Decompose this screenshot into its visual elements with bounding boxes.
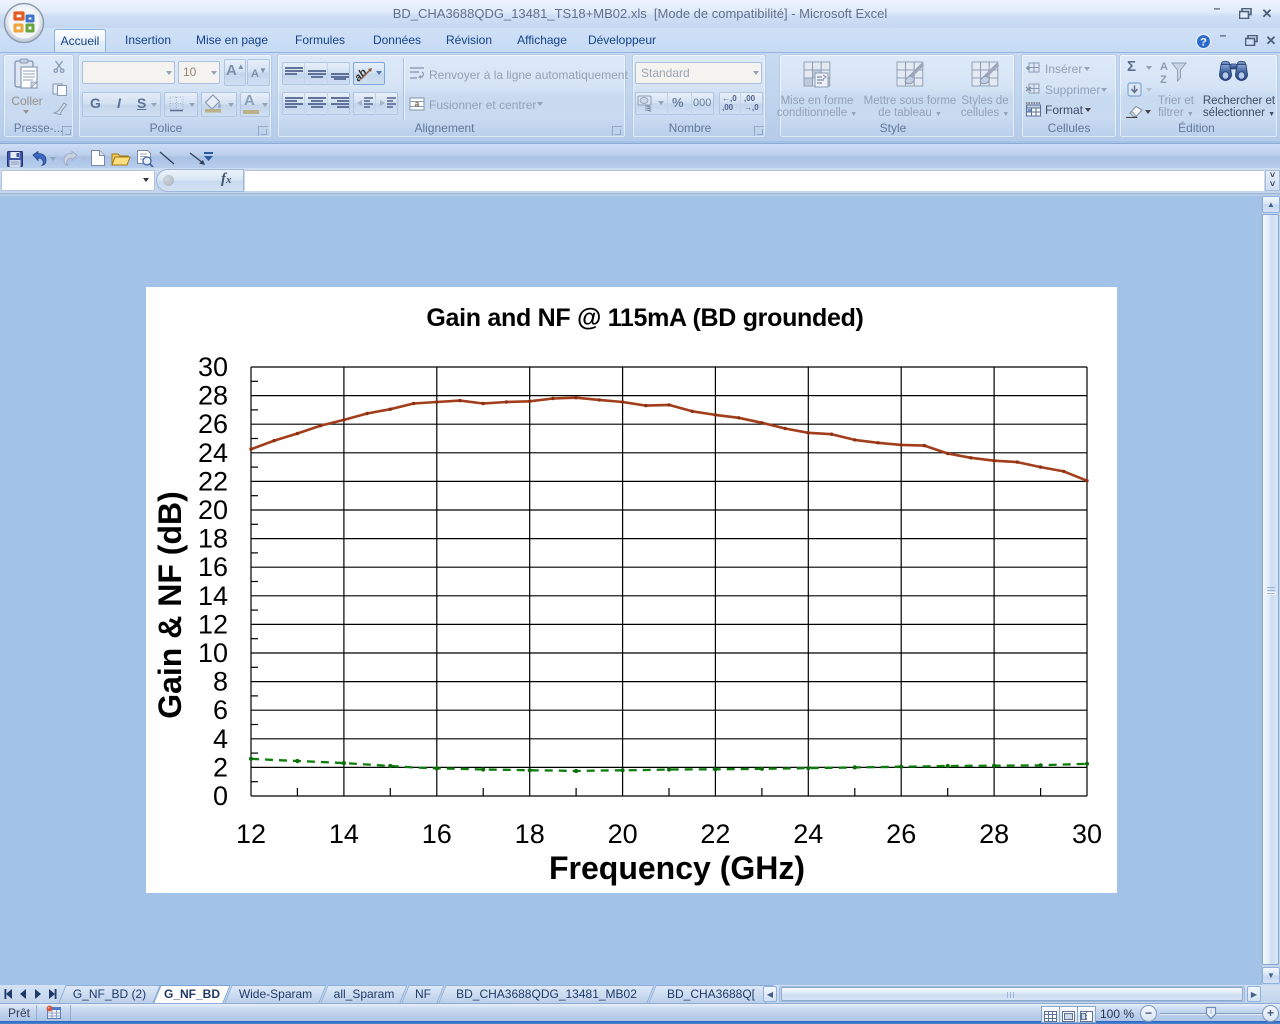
svg-text:28: 28 (979, 819, 1009, 849)
svg-text:20: 20 (608, 819, 638, 849)
svg-text:Frequency (GHz): Frequency (GHz) (549, 850, 805, 886)
svg-text:26: 26 (198, 409, 228, 439)
svg-text:?: ? (1200, 37, 1207, 49)
svg-text:Z: Z (1160, 74, 1167, 86)
svg-text:2: 2 (213, 752, 228, 782)
svg-text:Gain & NF (dB): Gain & NF (dB) (152, 491, 188, 719)
svg-text:18: 18 (198, 524, 228, 554)
svg-text:a: a (415, 100, 420, 109)
svg-text:12: 12 (236, 819, 266, 849)
svg-text:22: 22 (198, 466, 228, 496)
svg-text:18: 18 (515, 819, 545, 849)
svg-text:24: 24 (198, 438, 228, 468)
svg-text:12: 12 (198, 609, 228, 639)
svg-text:Gain and NF @ 115mA (BD ground: Gain and NF @ 115mA (BD grounded) (426, 304, 863, 332)
svg-text:14: 14 (329, 819, 359, 849)
svg-text:0: 0 (213, 781, 228, 811)
svg-text:26: 26 (886, 819, 916, 849)
svg-text:28: 28 (198, 381, 228, 411)
svg-text:16: 16 (422, 819, 452, 849)
svg-text:22: 22 (700, 819, 730, 849)
svg-text:4: 4 (213, 724, 228, 754)
svg-text:ab: ab (356, 66, 370, 82)
svg-text:20: 20 (198, 495, 228, 525)
svg-text:30: 30 (1072, 819, 1102, 849)
svg-text:30: 30 (198, 352, 228, 382)
svg-text:6: 6 (213, 695, 228, 725)
svg-text:14: 14 (198, 581, 228, 611)
svg-text:8: 8 (213, 667, 228, 697)
svg-text:10: 10 (198, 638, 228, 668)
svg-text:16: 16 (198, 552, 228, 582)
svg-text:A: A (1160, 61, 1168, 73)
svg-text:24: 24 (793, 819, 823, 849)
